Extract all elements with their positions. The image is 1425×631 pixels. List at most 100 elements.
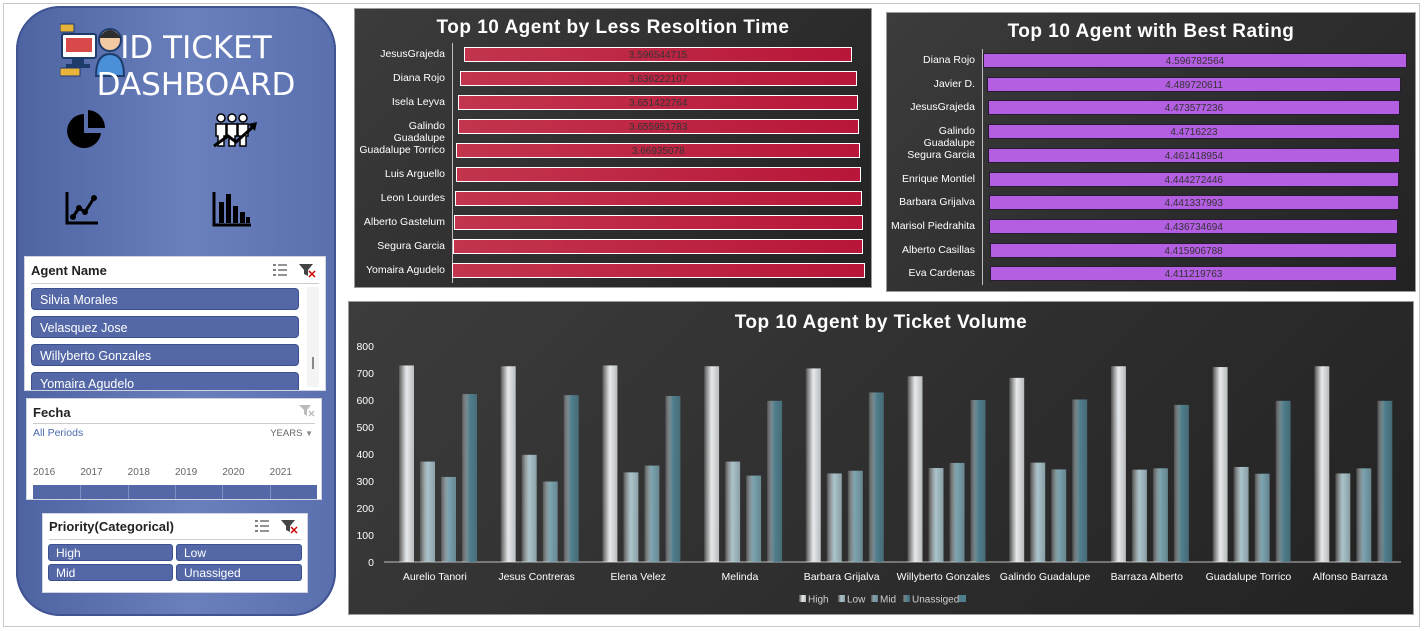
- column-unassiged-elena-velez[interactable]: [665, 395, 681, 562]
- column-unassiged-guadalupe-torrico[interactable]: [1275, 400, 1291, 562]
- y-tick-label: 400: [356, 449, 374, 461]
- agent-item-velasquez-jose[interactable]: Velasquez Jose: [31, 316, 299, 338]
- rating-bar-alberto-casillas[interactable]: 4.415906788: [989, 242, 1398, 258]
- resolution-data-label: 3.651422764: [629, 98, 688, 109]
- column-mid-melinda[interactable]: [746, 475, 762, 562]
- resolution-bar-leon-lourdes[interactable]: [454, 191, 862, 206]
- agent-slicer-scrollbar[interactable]: [307, 287, 319, 387]
- column-unassiged-barraza-alberto[interactable]: [1173, 404, 1189, 562]
- rating-data-label: 4.4716223: [1170, 127, 1218, 139]
- column-low-elena-velez[interactable]: [623, 472, 639, 562]
- column-unassiged-jesus-contreras[interactable]: [563, 395, 579, 562]
- timeline-year-2021[interactable]: 2021: [269, 467, 292, 478]
- column-mid-willyberto-gonzales[interactable]: [949, 462, 965, 562]
- rating-bar-barbara-grijalva[interactable]: 4.441337993: [988, 195, 1399, 211]
- column-low-willyberto-gonzales[interactable]: [928, 468, 944, 562]
- column-mid-galindo-guadalupe[interactable]: [1051, 469, 1067, 562]
- priority-unassiged[interactable]: Unassiged: [176, 564, 302, 581]
- rating-bar-galindo-guadalupe[interactable]: 4.4716223: [987, 124, 1401, 140]
- rating-data-label: 4.444272446: [1164, 174, 1223, 186]
- column-unassiged-aurelio-tanori[interactable]: [462, 394, 477, 562]
- resolution-bar-guadalupe-torrico[interactable]: 3.66935078: [456, 143, 861, 158]
- resolution-chart-title: Top 10 Agent by Less Resoltion Time: [436, 17, 790, 38]
- clear-filter-icon[interactable]: [299, 264, 316, 278]
- multi-select-icon[interactable]: [255, 520, 269, 532]
- resolution-bar-jesusgrajeda[interactable]: 3.596544715: [464, 47, 852, 62]
- bar-chart-icon[interactable]: [212, 190, 252, 228]
- clear-filter-icon[interactable]: [281, 520, 298, 534]
- column-mid-aurelio-tanori[interactable]: [441, 476, 456, 562]
- resolution-data-label: 3.655951783: [629, 122, 688, 133]
- fecha-slicer-header: Fecha: [33, 399, 315, 424]
- timeline-year-2016[interactable]: 2016: [33, 467, 56, 478]
- column-low-barraza-alberto[interactable]: [1131, 469, 1147, 562]
- agent-item-yomaira-agudelo[interactable]: Yomaira Agudelo: [31, 372, 299, 390]
- agent-item-willyberto-gonzales[interactable]: Willyberto Gonzales: [31, 344, 299, 366]
- line-chart-icon[interactable]: [64, 190, 100, 226]
- column-high-barraza-alberto[interactable]: [1110, 366, 1126, 562]
- column-unassiged-willyberto-gonzales[interactable]: [970, 400, 986, 562]
- priority-mid[interactable]: Mid: [48, 564, 173, 581]
- column-high-galindo-guadalupe[interactable]: [1009, 377, 1025, 562]
- column-low-aurelio-tanori[interactable]: [420, 461, 435, 562]
- column-high-elena-velez[interactable]: [602, 365, 618, 562]
- column-low-galindo-guadalupe[interactable]: [1030, 462, 1046, 562]
- resolution-bar-segura-garcia[interactable]: [453, 239, 864, 254]
- timeline-year-2020[interactable]: 2020: [222, 467, 245, 478]
- growth-people-icon[interactable]: [212, 110, 260, 152]
- priority-high[interactable]: High: [48, 544, 173, 561]
- column-low-melinda[interactable]: [725, 461, 741, 562]
- clear-filter-icon[interactable]: [299, 404, 315, 418]
- column-high-guadalupe-torrico[interactable]: [1212, 367, 1228, 562]
- column-mid-alfonso-barraza[interactable]: [1356, 468, 1372, 562]
- column-high-jesus-contreras[interactable]: [500, 366, 516, 562]
- pie-chart-icon[interactable]: [64, 110, 106, 152]
- column-mid-barbara-grijalva[interactable]: [847, 470, 863, 562]
- priority-low[interactable]: Low: [176, 544, 302, 561]
- dashboard-title-line2: DASHBOARD: [96, 67, 296, 103]
- multi-select-icon[interactable]: [273, 264, 287, 276]
- priority-slicer: Priority(Categorical) High Low Mid Unass…: [42, 513, 308, 593]
- column-unassiged-barbara-grijalva[interactable]: [868, 392, 884, 562]
- column-high-willyberto-gonzales[interactable]: [907, 376, 923, 562]
- resolution-bar-diana-rojo[interactable]: 3.636222107: [459, 71, 857, 86]
- column-low-alfonso-barraza[interactable]: [1335, 473, 1351, 562]
- timeline-year-2019[interactable]: 2019: [175, 467, 198, 478]
- dashboard-title: ID TICKET DASHBOARD: [76, 30, 316, 104]
- column-mid-guadalupe-torrico[interactable]: [1254, 473, 1270, 562]
- priority-slicer-title: Priority(Categorical): [49, 519, 174, 534]
- resolution-bar-isela-leyva[interactable]: 3.651422764: [458, 95, 859, 110]
- resolution-bar-galindo-guadalupe[interactable]: 3.655951783: [457, 119, 859, 134]
- rating-bar-diana-rojo[interactable]: 4.596782564: [983, 53, 1407, 68]
- column-high-barbara-grijalva[interactable]: [805, 368, 821, 562]
- rating-bar-segura-garcia[interactable]: 4.461418954: [988, 147, 1400, 163]
- resolution-bar-luis-arguello[interactable]: [455, 167, 862, 182]
- rating-bar-javier-d[interactable]: 4.489720611: [987, 76, 1402, 92]
- rating-bar-enrique-montiel[interactable]: 4.444272446: [988, 171, 1399, 187]
- timeline-year-2018[interactable]: 2018: [127, 467, 150, 478]
- column-mid-elena-velez[interactable]: [644, 465, 660, 562]
- column-high-alfonso-barraza[interactable]: [1314, 366, 1330, 562]
- resolution-bar-yomaira-agudelo[interactable]: [452, 263, 865, 278]
- column-high-aurelio-tanori[interactable]: [399, 365, 414, 562]
- timeline-year-2017[interactable]: 2017: [80, 467, 103, 478]
- column-low-jesus-contreras[interactable]: [521, 454, 537, 562]
- column-unassiged-alfonso-barraza[interactable]: [1377, 400, 1393, 562]
- resolution-bar-alberto-gastelum[interactable]: [454, 215, 863, 230]
- legend-label-low: Low: [847, 595, 866, 606]
- column-mid-jesus-contreras[interactable]: [542, 481, 558, 562]
- column-unassiged-melinda[interactable]: [767, 400, 783, 562]
- column-unassiged-galindo-guadalupe[interactable]: [1072, 399, 1088, 562]
- timeline-level-select[interactable]: YEARS ▼: [270, 428, 313, 439]
- slicer-tools: [255, 520, 298, 534]
- scrollbar-thumb[interactable]: [312, 357, 314, 369]
- column-low-barbara-grijalva[interactable]: [826, 473, 842, 562]
- column-mid-barraza-alberto[interactable]: [1152, 468, 1168, 562]
- rating-bar-marisol-piedrahita[interactable]: 4.436734694: [989, 218, 1399, 234]
- rating-bar-jesusgrajeda[interactable]: 4.473577236: [987, 100, 1401, 116]
- agent-item-silvia-morales[interactable]: Silvia Morales: [31, 288, 299, 310]
- column-high-melinda[interactable]: [704, 366, 720, 562]
- resolution-data-label: 3.596544715: [628, 50, 688, 61]
- column-low-guadalupe-torrico[interactable]: [1233, 466, 1249, 562]
- rating-bar-eva-cardenas[interactable]: 4.411219763: [990, 266, 1397, 282]
